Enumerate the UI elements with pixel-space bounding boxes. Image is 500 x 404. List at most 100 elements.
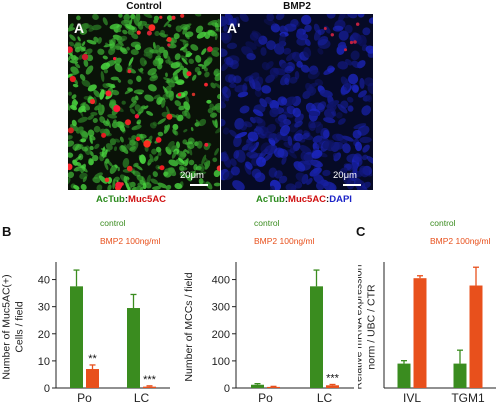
muc5ac-speck bbox=[330, 33, 334, 37]
actub-cell bbox=[201, 154, 207, 165]
dapi-nucleus bbox=[308, 120, 316, 131]
actub-cell bbox=[136, 75, 142, 82]
actub-cell bbox=[68, 135, 73, 140]
bar bbox=[397, 363, 411, 388]
dapi-nucleus bbox=[332, 133, 344, 142]
dapi-nucleus bbox=[251, 30, 263, 40]
bar bbox=[143, 386, 156, 388]
muc5ac-cell bbox=[113, 57, 117, 61]
actub-cell bbox=[149, 75, 159, 82]
actub-cell bbox=[148, 158, 154, 164]
actub-cell bbox=[98, 102, 103, 113]
actub-cell bbox=[135, 14, 141, 22]
actub-cell bbox=[77, 36, 81, 42]
dapi-nucleus bbox=[229, 129, 237, 138]
category-label: IVL bbox=[403, 391, 421, 404]
actub-cell bbox=[164, 34, 169, 37]
actub-cell bbox=[184, 31, 194, 38]
actub-cell bbox=[97, 48, 105, 55]
dapi-nucleus bbox=[367, 94, 372, 103]
muc5ac-cell bbox=[125, 119, 131, 126]
dapi-nucleus bbox=[347, 14, 358, 19]
actub-cell bbox=[131, 33, 139, 40]
dapi-nucleus bbox=[283, 96, 297, 107]
actub-cell bbox=[133, 162, 139, 168]
dapi-nucleus bbox=[278, 175, 288, 184]
dapi-nucleus bbox=[353, 123, 367, 130]
dapi-nucleus bbox=[294, 133, 304, 142]
actub-cell bbox=[117, 166, 120, 172]
actub-cell bbox=[174, 53, 181, 61]
actub-cell bbox=[120, 19, 132, 27]
actub-cell bbox=[196, 140, 203, 149]
actub-cell bbox=[68, 27, 76, 32]
legend-c-bmp2: BMP2 100ng/ml bbox=[430, 236, 491, 246]
dapi-nucleus bbox=[352, 85, 359, 93]
dapi-nucleus bbox=[247, 142, 256, 152]
actub-cell bbox=[105, 83, 116, 89]
dapi-nucleus bbox=[337, 118, 346, 125]
actub-cell bbox=[113, 28, 122, 33]
actub-cell bbox=[151, 148, 157, 155]
actub-cell bbox=[110, 76, 119, 81]
dapi-nucleus bbox=[361, 154, 368, 161]
actub-cell bbox=[94, 143, 100, 150]
dapi-nucleus bbox=[266, 40, 276, 50]
dapi-nucleus bbox=[255, 125, 264, 134]
dapi-nucleus bbox=[308, 82, 318, 89]
actub-cell bbox=[157, 118, 166, 125]
dapi-nucleus bbox=[313, 23, 320, 33]
caption-ap-sep2: : bbox=[326, 194, 330, 205]
actub-cell bbox=[179, 171, 187, 179]
actub-cell bbox=[194, 14, 202, 17]
actub-cell bbox=[113, 146, 118, 151]
actub-cell bbox=[139, 154, 146, 164]
dapi-nucleus bbox=[361, 105, 372, 116]
actub-cell bbox=[118, 35, 128, 42]
actub-cell bbox=[194, 66, 201, 73]
dapi-nucleus bbox=[233, 75, 242, 84]
dapi-nucleus bbox=[221, 48, 228, 57]
dapi-nucleus bbox=[286, 52, 297, 62]
dapi-nucleus bbox=[222, 170, 235, 181]
actub-cell bbox=[68, 41, 75, 47]
chart-mcc-count: 0 100 200 300 400 Number of MCCs / field Po ***… bbox=[183, 262, 354, 404]
actub-cell bbox=[126, 46, 130, 51]
actub-cell bbox=[105, 42, 109, 47]
dapi-nucleus bbox=[359, 77, 365, 89]
actub-cell bbox=[214, 72, 220, 82]
y-axis-label-line: Relative mRNA expression bbox=[358, 264, 365, 389]
muc5ac-cell bbox=[177, 92, 182, 97]
dapi-nucleus bbox=[254, 89, 262, 98]
muc5ac-cell bbox=[204, 142, 209, 147]
actub-cell bbox=[178, 157, 185, 164]
actub-cell bbox=[69, 34, 76, 41]
actub-cell bbox=[118, 14, 123, 18]
actub-cell bbox=[102, 55, 108, 60]
dapi-nucleus bbox=[340, 100, 349, 109]
actub-cell bbox=[131, 135, 137, 140]
actub-cell bbox=[190, 127, 194, 132]
muc5ac-cell bbox=[126, 165, 133, 172]
dapi-nucleus bbox=[332, 141, 344, 150]
significance-label: *** bbox=[326, 372, 340, 384]
actub-cell bbox=[68, 91, 72, 96]
actub-cell bbox=[193, 164, 198, 171]
category-label: LC bbox=[134, 391, 150, 404]
dapi-nucleus bbox=[224, 14, 234, 20]
dapi-nucleus bbox=[340, 86, 347, 96]
actub-cell bbox=[108, 47, 116, 56]
y-tick-label: 300 bbox=[212, 302, 230, 314]
actub-cell bbox=[72, 143, 82, 151]
muc5ac-speck bbox=[349, 40, 354, 45]
dapi-nucleus bbox=[261, 85, 272, 94]
dapi-nucleus bbox=[287, 149, 297, 159]
caption-ap-dapi: DAPI bbox=[329, 194, 352, 205]
dapi-nucleus bbox=[287, 135, 293, 146]
dapi-nucleus bbox=[337, 103, 348, 114]
scale-bar-a bbox=[190, 184, 208, 186]
actub-cell bbox=[153, 15, 160, 21]
actub-cell bbox=[163, 49, 169, 59]
dapi-nucleus bbox=[233, 135, 242, 148]
dapi-nucleus bbox=[246, 151, 259, 159]
